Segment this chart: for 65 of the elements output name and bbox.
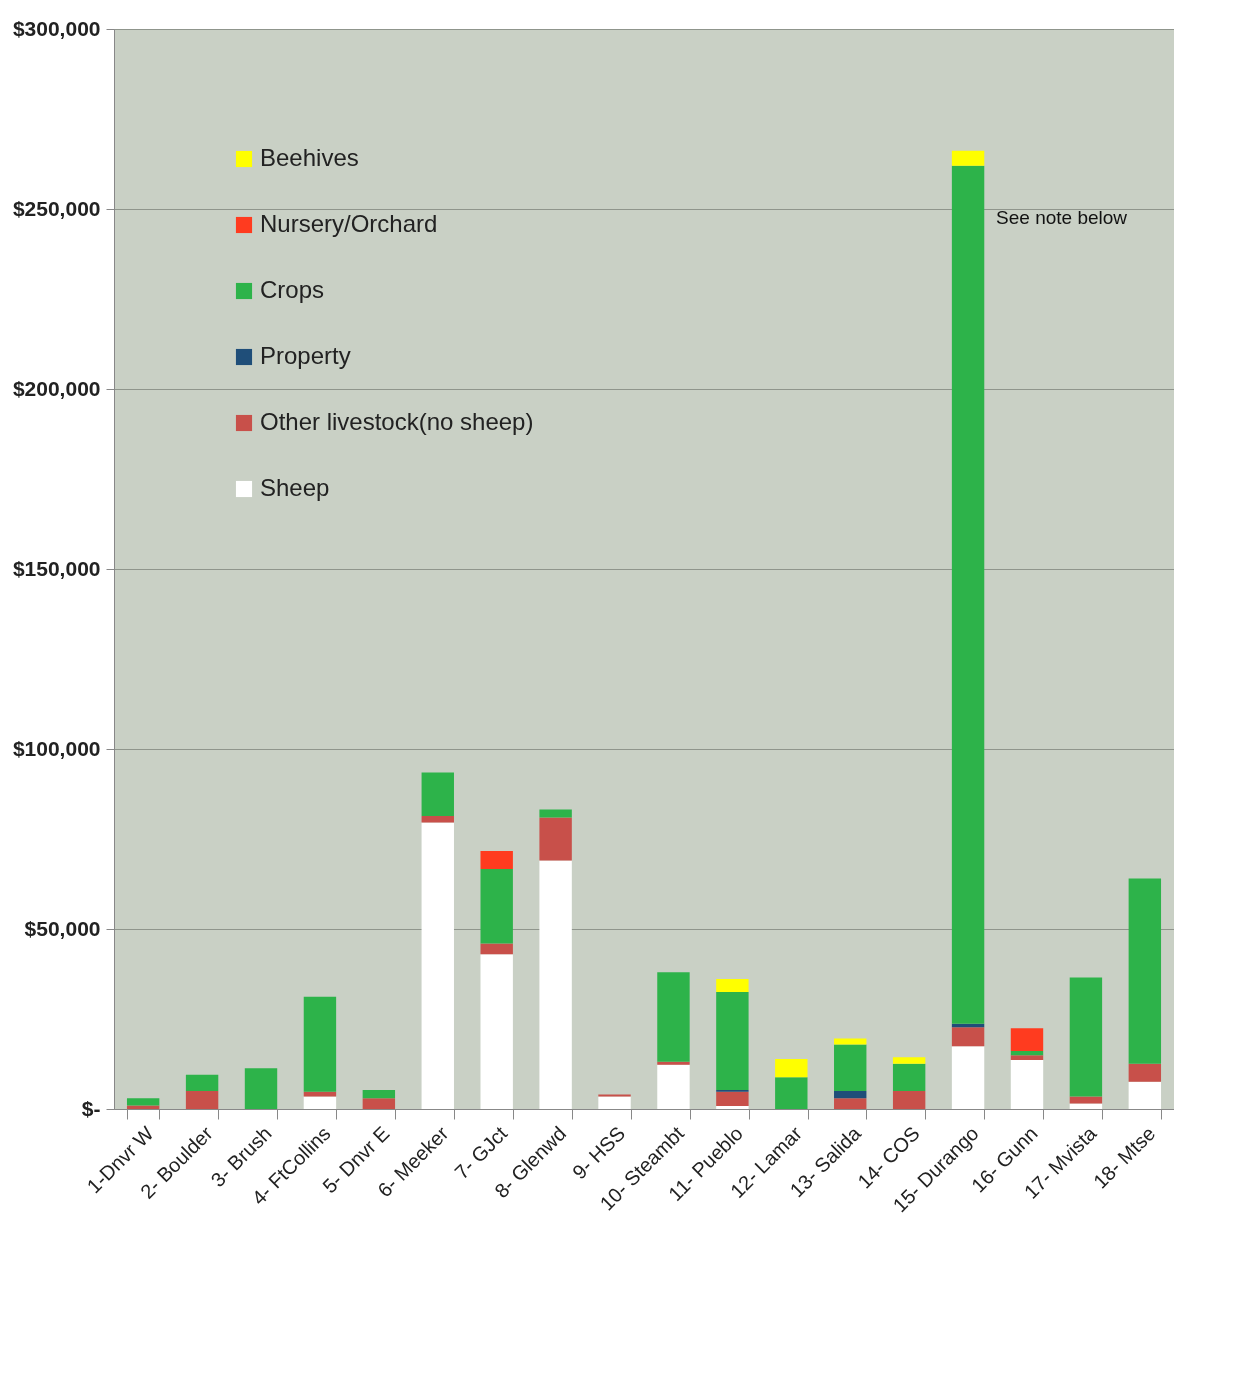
legend-label: Nursery/Orchard [260, 210, 438, 237]
bar [1069, 977, 1103, 1097]
legend-label: Crops [260, 276, 325, 303]
bar [303, 996, 337, 1092]
bar [834, 1091, 867, 1099]
bar [185, 1074, 219, 1091]
bar [421, 822, 454, 1109]
bar [716, 979, 749, 992]
bar [126, 1098, 160, 1106]
bar [1010, 1028, 1044, 1052]
bar [1010, 1060, 1044, 1109]
legend-label: Other livestock(no sheep) [260, 408, 534, 435]
bar [834, 1044, 867, 1091]
bar [480, 850, 513, 869]
bar [657, 1064, 690, 1109]
bar [421, 772, 454, 816]
y-tick-label: $50,000 [24, 916, 101, 940]
x-tick-label: 7- GJct [450, 1121, 512, 1184]
bar [480, 868, 513, 944]
bar [303, 1096, 337, 1109]
bar [1128, 878, 1162, 1064]
bar [1128, 1063, 1162, 1082]
bar [775, 1077, 808, 1109]
bar [1010, 1051, 1044, 1056]
legend-label: Beehives [260, 144, 359, 171]
bar [421, 815, 454, 823]
bar [716, 1106, 749, 1109]
legend-label: Sheep [260, 474, 330, 501]
legend-label: Property [260, 342, 351, 369]
bar [362, 1089, 396, 1099]
bar [1069, 1103, 1103, 1109]
bar [126, 1105, 160, 1109]
bar [716, 1091, 749, 1107]
bar [951, 165, 985, 1024]
bar [1128, 1081, 1162, 1109]
bar [775, 1058, 808, 1078]
bar [362, 1098, 396, 1109]
bar [951, 1046, 985, 1109]
y-tick-label: $250,000 [12, 196, 101, 220]
bar [951, 150, 985, 166]
bar [951, 1027, 985, 1047]
bar [834, 1098, 867, 1109]
y-tick-label: $- [81, 1096, 101, 1120]
bar [657, 1061, 690, 1065]
annotation: See note below [996, 207, 1128, 228]
bar [185, 1091, 219, 1109]
y-tick-label: $200,000 [12, 376, 101, 400]
bar [539, 817, 572, 861]
y-tick-label: $300,000 [12, 16, 101, 40]
bar [598, 1096, 631, 1109]
bar [834, 1038, 867, 1045]
y-tick-label: $100,000 [12, 736, 101, 760]
bar [539, 860, 572, 1109]
bar [892, 1063, 926, 1091]
bar [539, 809, 572, 818]
bar [892, 1057, 926, 1064]
y-tick-label: $150,000 [12, 556, 101, 580]
bar [480, 943, 513, 955]
bar [1010, 1055, 1044, 1061]
bar [657, 972, 690, 1062]
bar [244, 1068, 278, 1109]
bar [892, 1091, 926, 1109]
bar [480, 954, 513, 1109]
bar [716, 992, 749, 1090]
bar [1069, 1096, 1103, 1104]
